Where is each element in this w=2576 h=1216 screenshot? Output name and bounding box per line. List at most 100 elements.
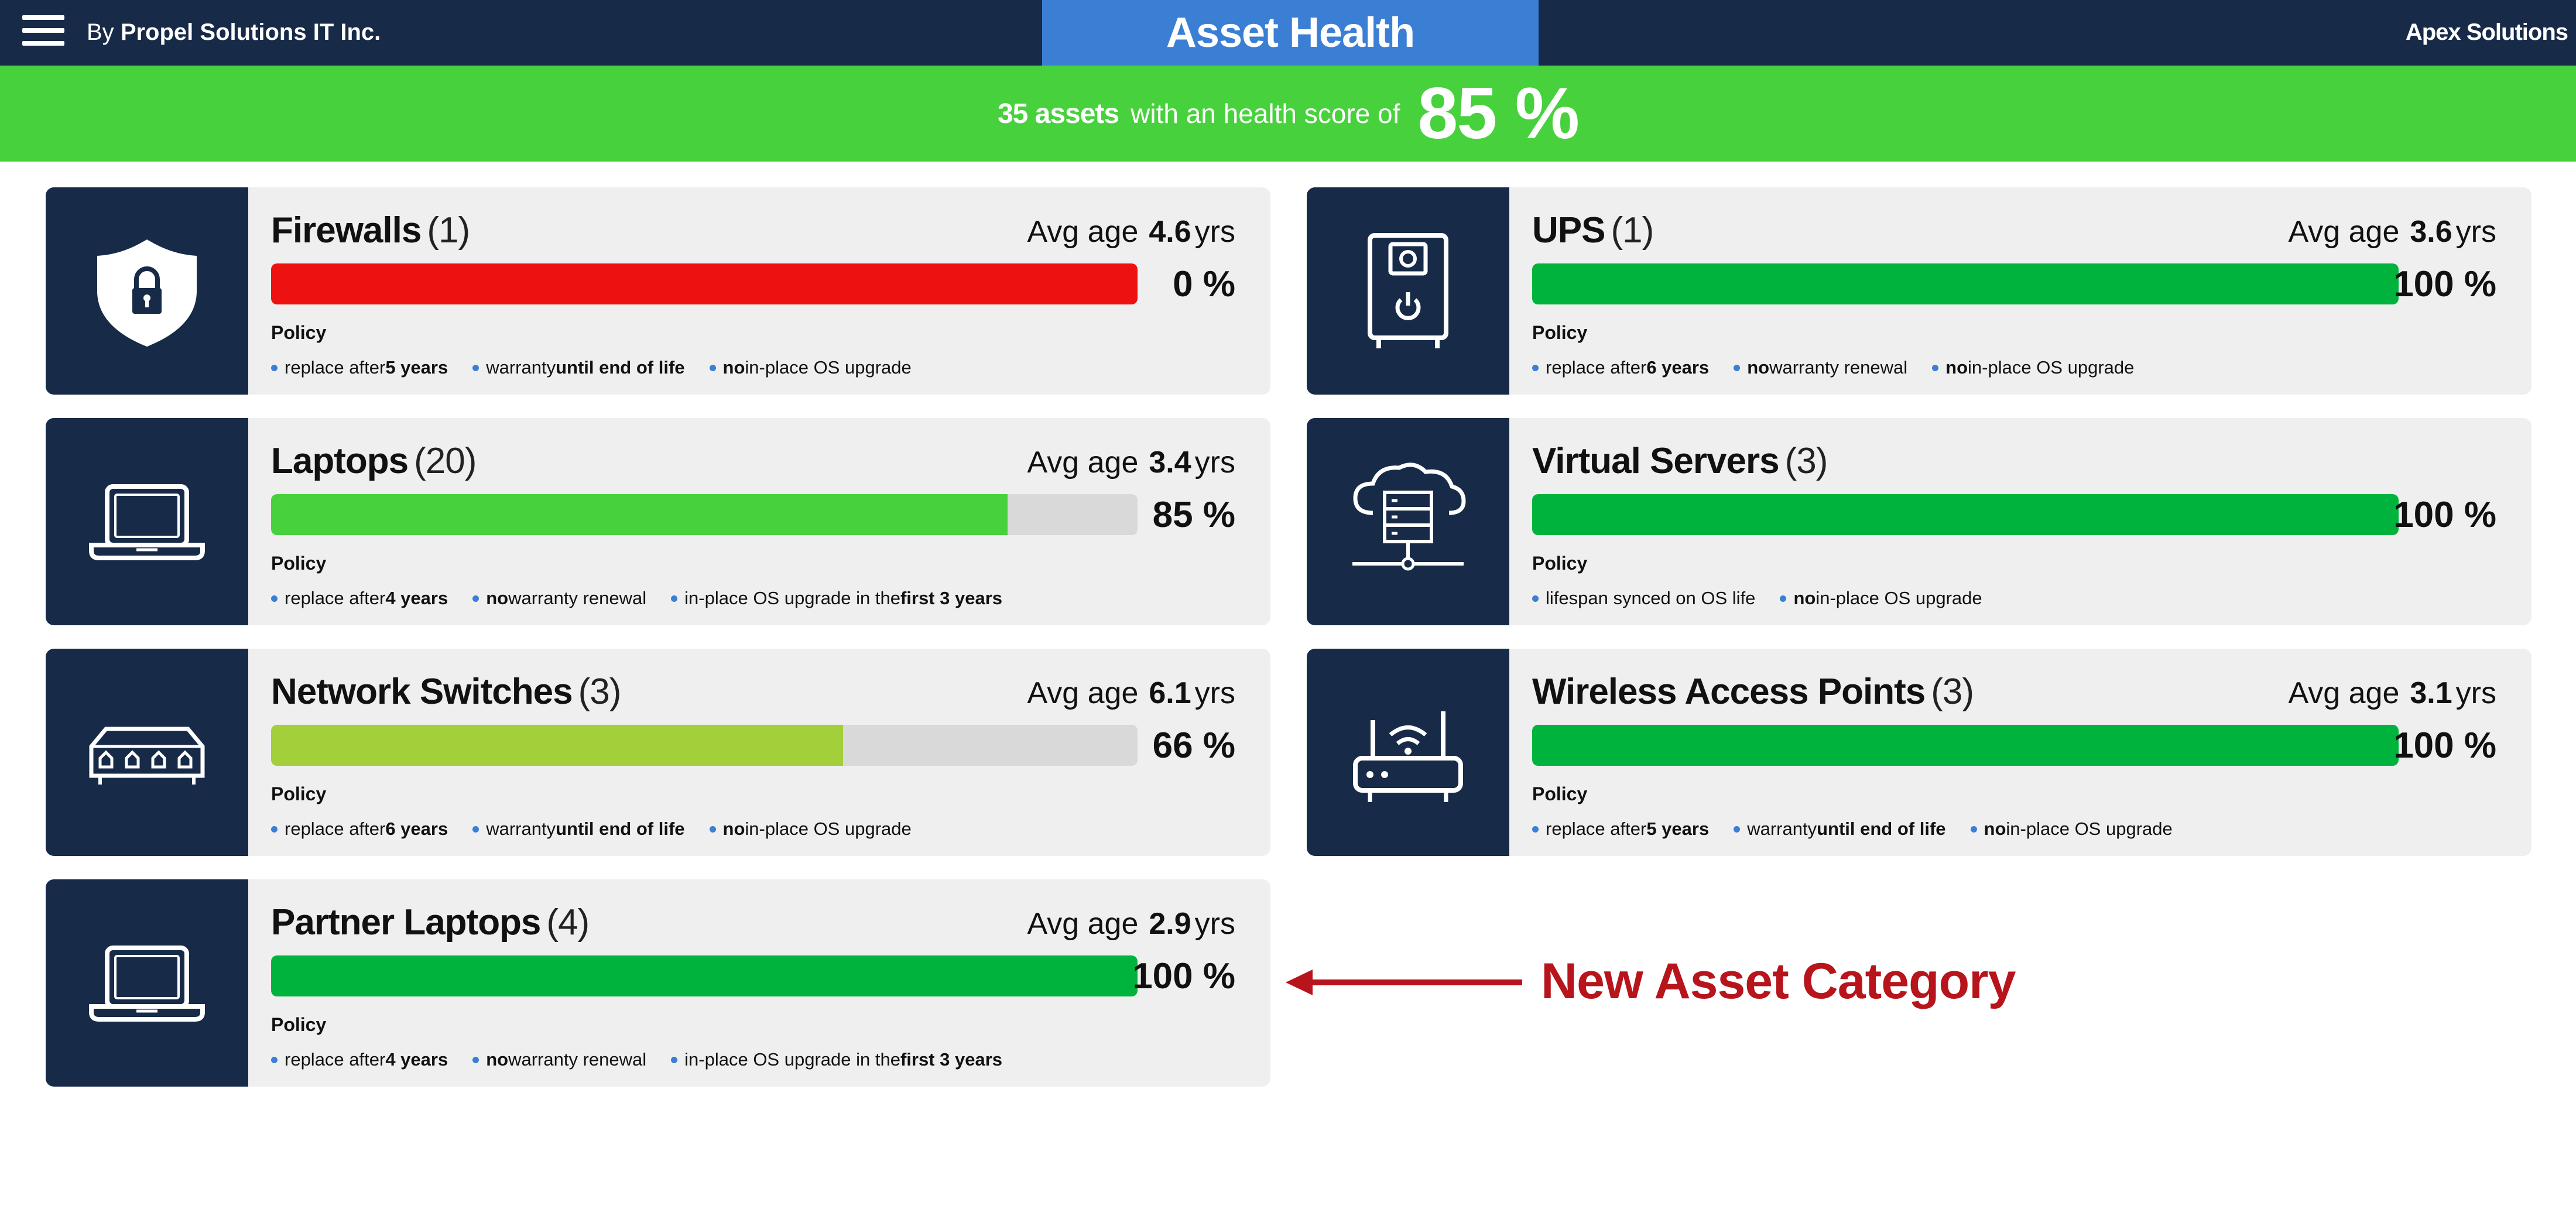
policy-bold: no xyxy=(1945,357,1968,378)
policy-pre: warranty xyxy=(486,357,556,378)
avg-age-label: Avg age xyxy=(2288,676,2400,710)
health-percent: 66 % xyxy=(1152,725,1235,766)
category-name: Partner Laptops xyxy=(271,902,541,943)
policy-bold: until end of life xyxy=(556,818,685,839)
bullet-dot-icon xyxy=(472,1056,479,1063)
page-title: Asset Health xyxy=(1166,9,1415,56)
bullet-dot-icon xyxy=(271,1056,278,1063)
hamburger-menu-icon[interactable] xyxy=(22,15,64,46)
policy-bold: no xyxy=(1747,357,1770,378)
policy-post: in-place OS upgrade xyxy=(745,357,912,378)
policy-pre: warranty xyxy=(1747,818,1817,839)
asset-category-title: Partner Laptops (4) xyxy=(271,900,590,945)
asset-category-title: Wireless Access Points (3) xyxy=(1532,670,1974,714)
bullet-dot-icon xyxy=(472,595,479,602)
category-name: Laptops xyxy=(271,441,409,481)
policy-item: no warranty renewal xyxy=(472,1048,646,1071)
avg-age: Avg age 3.6 yrs xyxy=(2289,213,2497,251)
byline: By Propel Solutions IT Inc. xyxy=(87,18,381,47)
annotation-arrow-icon xyxy=(1286,970,1522,995)
category-count: (1) xyxy=(1611,210,1654,251)
policy-item: no in-place OS upgrade xyxy=(1970,817,2173,841)
bullet-dot-icon xyxy=(1734,364,1741,371)
policy-label: Policy xyxy=(1532,322,1588,343)
asset-card-partner-laptops[interactable]: Partner Laptops (4) Avg age 2.9 yrs 100 % Poli… xyxy=(46,879,1270,1087)
health-bar-fill xyxy=(1532,725,2399,766)
page-title-tab: Asset Health xyxy=(1042,0,1539,66)
policy-item: no in-place OS upgrade xyxy=(1780,587,1982,610)
asset-card-firewalls[interactable]: Firewalls (1) Avg age 4.6 yrs 0 % Policy replac… xyxy=(46,187,1270,395)
policy-item: replace after 5 years xyxy=(1532,817,1709,841)
policy-bold: until end of life xyxy=(556,357,685,378)
policy-item: warranty until end of life xyxy=(472,356,685,379)
policy-bold: 6 years xyxy=(1646,357,1710,378)
health-bar xyxy=(271,725,1138,766)
policy-item: no in-place OS upgrade xyxy=(709,817,912,841)
avg-age-value: 4.6 xyxy=(1149,215,1191,249)
avg-age-value: 6.1 xyxy=(1149,676,1191,710)
asset-category-title: Virtual Servers (3) xyxy=(1532,439,1828,484)
laptop-icon xyxy=(46,418,248,625)
policy-item: no in-place OS upgrade xyxy=(709,356,912,379)
category-count: (20) xyxy=(414,441,477,481)
avg-age-label: Avg age xyxy=(1027,215,1139,249)
avg-age-unit: yrs xyxy=(2455,215,2496,249)
asset-card-virtual-servers[interactable]: Virtual Servers (3) 100 % Policy lifespan sy… xyxy=(1307,418,2532,625)
policy-list: replace after 6 years warranty until end … xyxy=(271,817,936,841)
policy-bold: 5 years xyxy=(385,357,448,378)
policy-pre: replace after xyxy=(285,357,386,378)
tenant-name[interactable]: Apex Solutions xyxy=(2405,19,2568,45)
policy-item: replace after 4 years xyxy=(271,587,448,610)
policy-item: replace after 4 years xyxy=(271,1048,448,1071)
shield-lock-icon xyxy=(46,187,248,395)
policy-pre: replace after xyxy=(285,1049,386,1070)
bullet-dot-icon xyxy=(671,1056,678,1063)
wireless-router-icon xyxy=(1307,649,1509,856)
policy-post: in-place OS upgrade xyxy=(745,818,912,839)
category-name: Network Switches xyxy=(271,672,573,712)
bullet-dot-icon xyxy=(1532,364,1539,371)
policy-item: warranty until end of life xyxy=(1734,817,1946,841)
byline-prefix: By xyxy=(87,19,114,45)
policy-item: warranty until end of life xyxy=(472,817,685,841)
policy-list: replace after 6 years no warranty renewal… xyxy=(1532,356,2159,379)
policy-label: Policy xyxy=(1532,553,1588,574)
health-bar-fill xyxy=(1532,494,2399,535)
policy-pre: replace after xyxy=(1546,818,1647,839)
asset-card-ups[interactable]: UPS (1) Avg age 3.6 yrs 100 % Policy replace af… xyxy=(1307,187,2532,395)
policy-pre: warranty xyxy=(486,818,556,839)
top-bar: By Propel Solutions IT Inc. Asset Health… xyxy=(0,0,2576,66)
health-bar xyxy=(1532,263,2399,304)
policy-post: warranty renewal xyxy=(1769,357,1908,378)
policy-pre: in-place OS upgrade in the xyxy=(684,588,900,608)
avg-age: Avg age 3.1 yrs xyxy=(2289,674,2497,712)
category-count: (3) xyxy=(578,672,622,712)
bullet-dot-icon xyxy=(472,825,479,833)
policy-label: Policy xyxy=(271,783,327,804)
health-percent: 100 % xyxy=(2393,495,2496,535)
policy-label: Policy xyxy=(271,322,327,343)
policy-list: replace after 5 years warranty until end … xyxy=(271,356,936,379)
avg-age-label: Avg age xyxy=(1027,446,1139,479)
policy-pre: in-place OS upgrade in the xyxy=(684,1049,900,1070)
policy-label: Policy xyxy=(271,1014,327,1035)
asset-category-title: UPS (1) xyxy=(1532,208,1654,253)
asset-card-laptops[interactable]: Laptops (20) Avg age 3.4 yrs 85 % Policy replac… xyxy=(46,418,1270,625)
policy-bold: no xyxy=(1984,818,2006,839)
avg-age-unit: yrs xyxy=(1194,907,1235,941)
bullet-dot-icon xyxy=(1970,825,1977,833)
health-bar-fill xyxy=(271,494,1008,535)
health-bar-fill xyxy=(271,955,1138,996)
bullet-dot-icon xyxy=(271,364,278,371)
asset-card-wireless-access-points[interactable]: Wireless Access Points (3) Avg age 3.1 yrs 10… xyxy=(1307,649,2532,856)
banner-text: with an health score of xyxy=(1131,98,1400,129)
asset-category-title: Laptops (20) xyxy=(271,439,477,484)
category-count: (3) xyxy=(1931,672,1974,712)
policy-bold: no xyxy=(486,1049,509,1070)
health-percent: 100 % xyxy=(1132,956,1235,996)
avg-age: Avg age 4.6 yrs xyxy=(1027,213,1236,251)
cloud-server-icon xyxy=(1307,418,1509,625)
category-name: UPS xyxy=(1532,210,1605,251)
category-name: Wireless Access Points xyxy=(1532,672,1926,712)
asset-card-network-switches[interactable]: Network Switches (3) Avg age 6.1 yrs 66 % Poli… xyxy=(46,649,1270,856)
